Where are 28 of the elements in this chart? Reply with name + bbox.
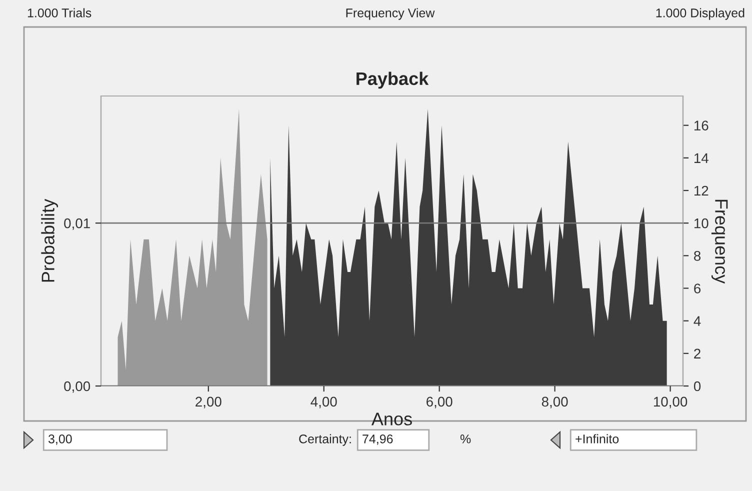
y2-tick-label: 8 — [694, 250, 701, 261]
y2-tick-label: 16 — [694, 120, 708, 130]
y2-tick-label: 12 — [694, 186, 708, 196]
x-tick-label: 10,00 — [654, 396, 688, 408]
y2-tick-label: 4 — [694, 316, 701, 326]
x-tick-label: 2,00 — [196, 396, 222, 408]
text: +Infinito — [576, 434, 619, 444]
x-axis-title: Anos — [371, 412, 412, 426]
text: % — [460, 434, 471, 444]
y2-tick-label: 2 — [694, 348, 700, 358]
x-tick-label: 4,00 — [310, 396, 337, 408]
y-axis-title: Probability — [41, 198, 58, 282]
text: Certainty: — [299, 434, 351, 446]
y2-tick-label: 0 — [694, 381, 701, 392]
text: Frequency View — [346, 8, 435, 20]
y2-tick-label: 10 — [694, 218, 708, 228]
text: 3,00 — [48, 434, 72, 445]
x-tick-label: 8,00 — [542, 396, 568, 408]
y2-tick-label: 6 — [694, 284, 701, 294]
x-tick-label: 6,00 — [426, 396, 452, 408]
text: 1.000 Displayed — [656, 8, 744, 20]
text: 74,96 — [362, 434, 393, 445]
y-tick-label: 0,00 — [64, 381, 90, 393]
y2-axis-title: Frequency — [711, 200, 728, 284]
text: 1.000 Trials — [28, 8, 92, 18]
chart-title: Payback — [356, 72, 429, 89]
y2-tick-label: 14 — [694, 153, 708, 163]
y-tick-label: 0,01 — [64, 218, 90, 230]
